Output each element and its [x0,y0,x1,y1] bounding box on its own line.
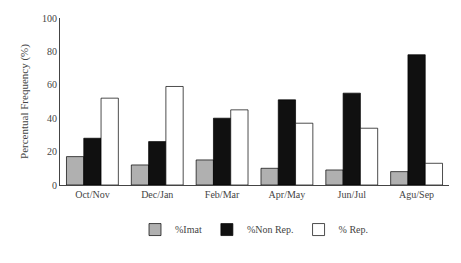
svg-text:0: 0 [52,180,57,191]
svg-text:Apr/May: Apr/May [269,189,306,200]
svg-text:% Rep.: % Rep. [339,224,368,235]
svg-text:%Imat: %Imat [175,224,202,235]
svg-text:Jun/Jul: Jun/Jul [338,189,367,200]
svg-text:Agu/Sep: Agu/Sep [399,189,434,200]
svg-text:80: 80 [47,46,57,57]
svg-text:100: 100 [42,13,57,24]
svg-text:Oct/Nov: Oct/Nov [75,189,109,200]
svg-text:20: 20 [47,146,57,157]
svg-text:Dec/Jan: Dec/Jan [141,189,173,200]
svg-text:60: 60 [47,79,57,90]
svg-text:40: 40 [47,113,57,124]
svg-text:%Non Rep.: %Non Rep. [247,224,294,235]
svg-text:Percentual Frequency (%): Percentual Frequency (%) [18,44,31,159]
svg-text:Feb/Mar: Feb/Mar [205,189,240,200]
